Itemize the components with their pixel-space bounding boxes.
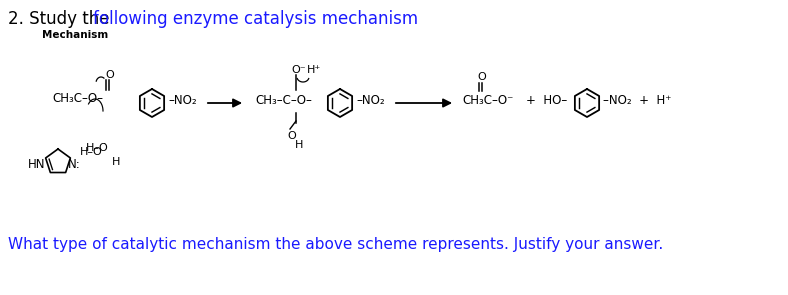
Text: H⁺: H⁺ (307, 65, 322, 75)
Text: O: O (105, 70, 113, 80)
Text: –NO₂  +  H⁺: –NO₂ + H⁺ (603, 94, 671, 107)
Text: CH₃C–O–: CH₃C–O– (52, 93, 103, 106)
Text: H–Ȯ: H–Ȯ (86, 143, 109, 153)
Text: O⁻: O⁻ (291, 65, 306, 75)
Text: CH₃C–O⁻: CH₃C–O⁻ (462, 94, 513, 107)
Text: 2. Study the: 2. Study the (8, 10, 115, 28)
Text: CH₃–C–O–: CH₃–C–O– (255, 94, 312, 106)
Text: What type of catalytic mechanism the above scheme represents. Justify your answe: What type of catalytic mechanism the abo… (8, 237, 663, 252)
Text: H–O: H–O (80, 147, 102, 157)
Text: O: O (477, 72, 485, 82)
Text: N:: N: (68, 158, 80, 171)
Text: +  HO–: + HO– (526, 94, 567, 107)
Text: Mechanism: Mechanism (42, 30, 108, 40)
Text: following enzyme catalysis mechanism: following enzyme catalysis mechanism (93, 10, 418, 28)
Text: –NO₂: –NO₂ (168, 94, 197, 106)
Text: HN: HN (28, 158, 46, 171)
Text: H: H (112, 157, 121, 167)
Text: H: H (295, 140, 303, 150)
Text: –NO₂: –NO₂ (356, 94, 385, 106)
Text: O: O (287, 131, 296, 141)
